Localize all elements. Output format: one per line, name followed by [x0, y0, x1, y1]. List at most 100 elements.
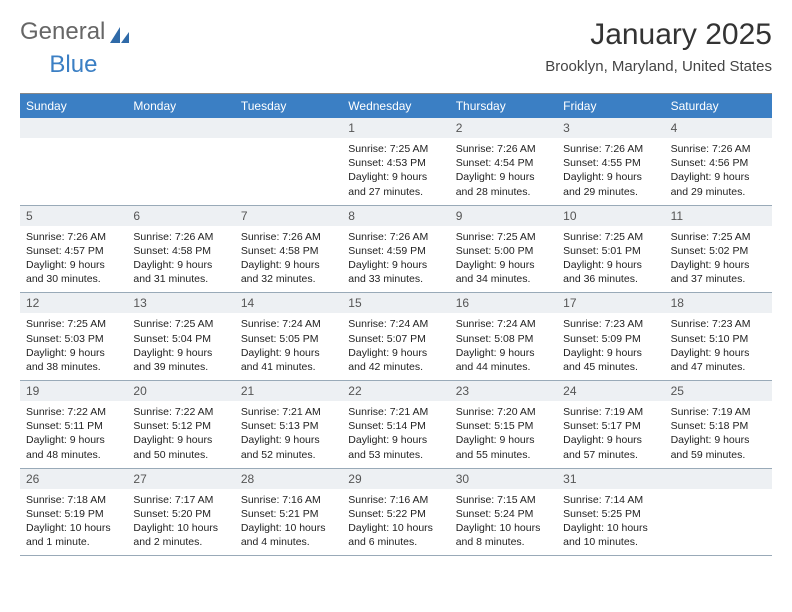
- day-cell: 23Sunrise: 7:20 AMSunset: 5:15 PMDayligh…: [450, 381, 557, 468]
- sunset-line: Sunset: 5:13 PM: [241, 419, 336, 433]
- sunrise-line: Sunrise: 7:14 AM: [563, 493, 658, 507]
- sunrise-line: Sunrise: 7:24 AM: [241, 317, 336, 331]
- day-cell: 24Sunrise: 7:19 AMSunset: 5:17 PMDayligh…: [557, 381, 664, 468]
- week-row: 26Sunrise: 7:18 AMSunset: 5:19 PMDayligh…: [20, 469, 772, 557]
- day-details: Sunrise: 7:25 AMSunset: 5:03 PMDaylight:…: [20, 313, 127, 380]
- sunset-line: Sunset: 5:03 PM: [26, 332, 121, 346]
- sunrise-line: Sunrise: 7:19 AM: [563, 405, 658, 419]
- sunrise-line: Sunrise: 7:25 AM: [671, 230, 766, 244]
- day-cell: [665, 469, 772, 556]
- daylight-line: Daylight: 9 hours and 55 minutes.: [456, 433, 551, 461]
- sunset-line: Sunset: 4:53 PM: [348, 156, 443, 170]
- day-details: Sunrise: 7:21 AMSunset: 5:13 PMDaylight:…: [235, 401, 342, 468]
- sunset-line: Sunset: 5:01 PM: [563, 244, 658, 258]
- weekday-header: Sunday: [20, 94, 127, 118]
- day-number: 20: [127, 381, 234, 401]
- day-number: 24: [557, 381, 664, 401]
- day-cell: 13Sunrise: 7:25 AMSunset: 5:04 PMDayligh…: [127, 293, 234, 380]
- month-title: January 2025: [545, 18, 772, 52]
- sunrise-line: Sunrise: 7:21 AM: [348, 405, 443, 419]
- daylight-line: Daylight: 9 hours and 37 minutes.: [671, 258, 766, 286]
- sunset-line: Sunset: 4:56 PM: [671, 156, 766, 170]
- day-cell: 29Sunrise: 7:16 AMSunset: 5:22 PMDayligh…: [342, 469, 449, 556]
- daylight-line: Daylight: 9 hours and 52 minutes.: [241, 433, 336, 461]
- sunset-line: Sunset: 5:08 PM: [456, 332, 551, 346]
- sunset-line: Sunset: 5:04 PM: [133, 332, 228, 346]
- daylight-line: Daylight: 10 hours and 2 minutes.: [133, 521, 228, 549]
- day-number: 23: [450, 381, 557, 401]
- day-details: Sunrise: 7:23 AMSunset: 5:10 PMDaylight:…: [665, 313, 772, 380]
- day-details: Sunrise: 7:26 AMSunset: 4:56 PMDaylight:…: [665, 138, 772, 205]
- day-cell: 10Sunrise: 7:25 AMSunset: 5:01 PMDayligh…: [557, 206, 664, 293]
- sunrise-line: Sunrise: 7:25 AM: [26, 317, 121, 331]
- sunrise-line: Sunrise: 7:25 AM: [456, 230, 551, 244]
- daylight-line: Daylight: 10 hours and 8 minutes.: [456, 521, 551, 549]
- day-number: 30: [450, 469, 557, 489]
- day-cell: 9Sunrise: 7:25 AMSunset: 5:00 PMDaylight…: [450, 206, 557, 293]
- day-details: Sunrise: 7:26 AMSunset: 4:58 PMDaylight:…: [127, 226, 234, 293]
- brand-part2: Blue: [49, 51, 97, 79]
- daylight-line: Daylight: 9 hours and 41 minutes.: [241, 346, 336, 374]
- day-number: 2: [450, 118, 557, 138]
- day-number: 22: [342, 381, 449, 401]
- sunrise-line: Sunrise: 7:22 AM: [26, 405, 121, 419]
- calendar-grid: SundayMondayTuesdayWednesdayThursdayFrid…: [20, 93, 772, 556]
- sunrise-line: Sunrise: 7:18 AM: [26, 493, 121, 507]
- day-number: 15: [342, 293, 449, 313]
- daylight-line: Daylight: 9 hours and 33 minutes.: [348, 258, 443, 286]
- day-details: Sunrise: 7:26 AMSunset: 4:55 PMDaylight:…: [557, 138, 664, 205]
- sunrise-line: Sunrise: 7:21 AM: [241, 405, 336, 419]
- day-cell: 19Sunrise: 7:22 AMSunset: 5:11 PMDayligh…: [20, 381, 127, 468]
- day-number: 5: [20, 206, 127, 226]
- sunset-line: Sunset: 5:07 PM: [348, 332, 443, 346]
- sunrise-line: Sunrise: 7:26 AM: [241, 230, 336, 244]
- day-cell: 14Sunrise: 7:24 AMSunset: 5:05 PMDayligh…: [235, 293, 342, 380]
- day-cell: 1Sunrise: 7:25 AMSunset: 4:53 PMDaylight…: [342, 118, 449, 205]
- day-details: Sunrise: 7:25 AMSunset: 5:02 PMDaylight:…: [665, 226, 772, 293]
- day-number: 21: [235, 381, 342, 401]
- day-number: 13: [127, 293, 234, 313]
- day-number: 27: [127, 469, 234, 489]
- day-cell: 15Sunrise: 7:24 AMSunset: 5:07 PMDayligh…: [342, 293, 449, 380]
- day-cell: 30Sunrise: 7:15 AMSunset: 5:24 PMDayligh…: [450, 469, 557, 556]
- sunset-line: Sunset: 5:25 PM: [563, 507, 658, 521]
- sunset-line: Sunset: 5:12 PM: [133, 419, 228, 433]
- day-details: Sunrise: 7:22 AMSunset: 5:12 PMDaylight:…: [127, 401, 234, 468]
- sunrise-line: Sunrise: 7:16 AM: [348, 493, 443, 507]
- sunrise-line: Sunrise: 7:24 AM: [348, 317, 443, 331]
- day-number: 26: [20, 469, 127, 489]
- day-number: 28: [235, 469, 342, 489]
- day-cell: 11Sunrise: 7:25 AMSunset: 5:02 PMDayligh…: [665, 206, 772, 293]
- sunrise-line: Sunrise: 7:26 AM: [671, 142, 766, 156]
- sunrise-line: Sunrise: 7:26 AM: [456, 142, 551, 156]
- day-number: 7: [235, 206, 342, 226]
- day-details: Sunrise: 7:24 AMSunset: 5:07 PMDaylight:…: [342, 313, 449, 380]
- day-cell: 27Sunrise: 7:17 AMSunset: 5:20 PMDayligh…: [127, 469, 234, 556]
- sunrise-line: Sunrise: 7:15 AM: [456, 493, 551, 507]
- sunset-line: Sunset: 5:09 PM: [563, 332, 658, 346]
- day-details: Sunrise: 7:15 AMSunset: 5:24 PMDaylight:…: [450, 489, 557, 556]
- day-cell: 6Sunrise: 7:26 AMSunset: 4:58 PMDaylight…: [127, 206, 234, 293]
- sunrise-line: Sunrise: 7:25 AM: [563, 230, 658, 244]
- day-details: Sunrise: 7:16 AMSunset: 5:21 PMDaylight:…: [235, 489, 342, 556]
- day-number: 12: [20, 293, 127, 313]
- day-details: Sunrise: 7:25 AMSunset: 4:53 PMDaylight:…: [342, 138, 449, 205]
- day-number: 8: [342, 206, 449, 226]
- day-number: 11: [665, 206, 772, 226]
- sunset-line: Sunset: 5:00 PM: [456, 244, 551, 258]
- day-cell: 16Sunrise: 7:24 AMSunset: 5:08 PMDayligh…: [450, 293, 557, 380]
- day-number: [235, 118, 342, 138]
- sunrise-line: Sunrise: 7:19 AM: [671, 405, 766, 419]
- day-details: Sunrise: 7:19 AMSunset: 5:17 PMDaylight:…: [557, 401, 664, 468]
- sunset-line: Sunset: 5:11 PM: [26, 419, 121, 433]
- day-number: [127, 118, 234, 138]
- daylight-line: Daylight: 9 hours and 42 minutes.: [348, 346, 443, 374]
- daylight-line: Daylight: 9 hours and 34 minutes.: [456, 258, 551, 286]
- sunset-line: Sunset: 5:20 PM: [133, 507, 228, 521]
- day-cell: 7Sunrise: 7:26 AMSunset: 4:58 PMDaylight…: [235, 206, 342, 293]
- day-number: 25: [665, 381, 772, 401]
- weekday-header: Thursday: [450, 94, 557, 118]
- sunset-line: Sunset: 5:24 PM: [456, 507, 551, 521]
- day-cell: 31Sunrise: 7:14 AMSunset: 5:25 PMDayligh…: [557, 469, 664, 556]
- daylight-line: Daylight: 9 hours and 57 minutes.: [563, 433, 658, 461]
